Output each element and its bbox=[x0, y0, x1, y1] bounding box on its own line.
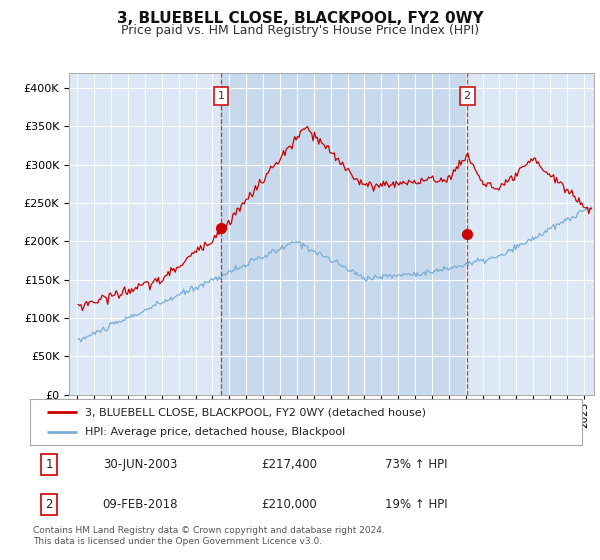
Text: 2: 2 bbox=[463, 91, 470, 101]
Text: Contains HM Land Registry data © Crown copyright and database right 2024.
This d: Contains HM Land Registry data © Crown c… bbox=[33, 526, 385, 546]
Text: 2: 2 bbox=[46, 498, 53, 511]
Text: HPI: Average price, detached house, Blackpool: HPI: Average price, detached house, Blac… bbox=[85, 427, 346, 437]
Text: 3, BLUEBELL CLOSE, BLACKPOOL, FY2 0WY (detached house): 3, BLUEBELL CLOSE, BLACKPOOL, FY2 0WY (d… bbox=[85, 407, 426, 417]
Text: 73% ↑ HPI: 73% ↑ HPI bbox=[385, 458, 448, 471]
Text: 30-JUN-2003: 30-JUN-2003 bbox=[103, 458, 178, 471]
Text: £210,000: £210,000 bbox=[262, 498, 317, 511]
Text: 19% ↑ HPI: 19% ↑ HPI bbox=[385, 498, 448, 511]
Text: Price paid vs. HM Land Registry's House Price Index (HPI): Price paid vs. HM Land Registry's House … bbox=[121, 24, 479, 36]
Text: 3, BLUEBELL CLOSE, BLACKPOOL, FY2 0WY: 3, BLUEBELL CLOSE, BLACKPOOL, FY2 0WY bbox=[116, 11, 484, 26]
Text: £217,400: £217,400 bbox=[262, 458, 317, 471]
Bar bbox=[221, 73, 467, 395]
Text: 1: 1 bbox=[217, 91, 224, 101]
Text: 1: 1 bbox=[46, 458, 53, 471]
Text: 09-FEB-2018: 09-FEB-2018 bbox=[103, 498, 178, 511]
